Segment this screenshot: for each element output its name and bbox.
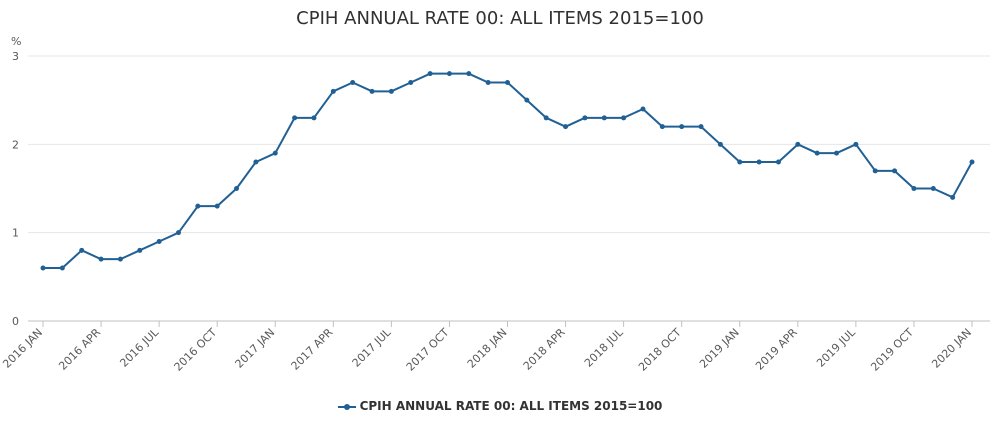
x-tick-label: 2019 JAN <box>697 326 742 371</box>
series-group: 2016 JAN: 0.6 2016 FEB: 0.6 2016 MAR: 0.8 2… <box>40 71 975 271</box>
legend-swatch <box>337 402 356 412</box>
x-tick-label: 2019 OCT <box>868 326 916 374</box>
data-point: 2019 OCT: 1.5 <box>911 186 917 191</box>
x-tick-label: 2019 APR <box>753 326 800 373</box>
x-tick-label: 2018 JAN <box>465 326 510 371</box>
data-point: 2017 JUL: 2.6 <box>388 88 394 94</box>
data-point: 2017 MAR: 2.3 <box>311 115 317 121</box>
series-line <box>43 72 973 269</box>
data-point: 2018 NOV: 2.2 <box>698 124 704 130</box>
chart-title: CPIH ANNUAL RATE 00: ALL ITEMS 2015=100 <box>296 8 704 29</box>
data-point: 2016 JUN: 0.8 <box>137 247 143 253</box>
gridlines <box>28 55 990 322</box>
x-tick-label: 2017 JUL <box>350 325 394 369</box>
data-point: 2019 JUN: 1.9 <box>834 150 840 156</box>
data-point: 2018 DEC: 2 <box>717 141 723 147</box>
data-point: 2017 APR: 2.6 <box>330 88 336 94</box>
data-point: 2016 APR: 0.7 <box>98 256 104 262</box>
data-point: 2017 JUN: 2.6 <box>369 88 375 94</box>
x-tick-label: 2017 OCT <box>404 326 452 374</box>
data-point: 2018 JAN: 2.7 <box>505 80 510 85</box>
data-point: 2017 JAN: 1.9 <box>272 150 278 156</box>
y-tick-label: 1 <box>12 227 19 240</box>
x-tick-label: 2017 JAN <box>233 326 278 371</box>
data-point: 2016 JUL: 0.9 <box>156 239 162 244</box>
data-point: 2017 FEB: 2.3 <box>292 115 298 121</box>
data-point: 2016 MAR: 0.8 <box>79 247 85 253</box>
data-point: 2019 APR: 2 <box>795 141 801 147</box>
x-tick-label: 2018 APR <box>521 326 568 373</box>
data-point: 2018 APR: 2.2 <box>563 124 569 130</box>
data-point: 2016 NOV: 1.5 <box>234 186 240 191</box>
data-point: 2017 DEC: 2.7 <box>485 80 491 85</box>
data-point: 2018 SEP: 2.2 <box>659 124 665 130</box>
data-point: 2017 MAY: 2.7 <box>350 80 356 85</box>
x-tick-label: 2016 APR <box>56 326 103 373</box>
data-point: 2017 OCT: 2.8 <box>446 71 452 77</box>
data-point: 2018 AUG: 2.4 <box>640 106 646 112</box>
data-point: 2020 JAN: 1.8 <box>969 159 975 165</box>
y-axis-unit-label: % <box>11 35 21 48</box>
data-point: 2019 NOV: 1.5 <box>930 186 936 191</box>
y-tick-label: 3 <box>12 50 19 63</box>
data-point: 2018 JUN: 2.3 <box>601 115 607 121</box>
data-point: 2018 JUL: 2.3 <box>621 115 627 121</box>
x-tick-label: 2016 JUL <box>117 325 161 369</box>
x-tick-label: 2019 JUL <box>814 325 858 369</box>
x-tick-label: 2017 APR <box>289 326 336 373</box>
data-point: 2018 MAR: 2.3 <box>543 115 549 121</box>
data-point: 2016 MAY: 0.7 <box>117 256 123 262</box>
y-tick-label: 2 <box>12 138 19 151</box>
legend[interactable]: CPIH ANNUAL RATE 00: ALL ITEMS 2015=100 <box>0 399 1000 413</box>
data-point: 2019 MAY: 1.9 <box>814 150 820 156</box>
x-tick-label: 2018 OCT <box>636 326 684 374</box>
data-point: 2019 DEC: 1.4 <box>950 194 956 200</box>
data-point: 2016 DEC: 1.8 <box>253 159 259 165</box>
data-point: 2016 OCT: 1.3 <box>214 203 220 209</box>
data-point: 2019 AUG: 1.7 <box>872 168 878 174</box>
x-tick-label: 2016 JAN <box>0 326 45 371</box>
data-point: 2019 MAR: 1.8 <box>775 159 781 165</box>
data-point: 2017 SEP: 2.8 <box>427 71 433 77</box>
legend-label: CPIH ANNUAL RATE 00: ALL ITEMS 2015=100 <box>359 399 663 413</box>
data-point: 2016 JAN: 0.6 <box>40 265 46 271</box>
data-point: 2017 AUG: 2.7 <box>408 80 414 85</box>
data-point: 2016 FEB: 0.6 <box>59 265 65 271</box>
data-point: 2018 OCT: 2.2 <box>679 124 685 130</box>
data-point: 2019 SEP: 1.7 <box>892 168 898 174</box>
data-point: 2019 JUL: 2 <box>853 141 859 147</box>
x-tick-label: 2016 OCT <box>172 326 220 374</box>
x-axis-ticks: 2016 JAN 2016 APR 2016 JUL 2016 OCT 2017 JAN… <box>0 321 974 374</box>
data-point: 2017 NOV: 2.8 <box>466 71 472 77</box>
data-point: 2018 FEB: 2.5 <box>524 97 530 103</box>
data-point: 2019 JAN: 1.8 <box>737 159 743 165</box>
y-tick-label: 0 <box>12 315 19 328</box>
x-tick-label: 2020 JAN <box>929 326 974 371</box>
data-point: 2016 AUG: 1 <box>175 230 181 236</box>
y-axis-ticks: 0 1 2 3 <box>12 50 19 328</box>
data-point: 2018 MAY: 2.3 <box>582 115 588 121</box>
data-point: 2019 FEB: 1.8 <box>756 159 762 165</box>
x-tick-label: 2018 JUL <box>582 325 626 369</box>
data-point: 2016 SEP: 1.3 <box>195 203 201 209</box>
